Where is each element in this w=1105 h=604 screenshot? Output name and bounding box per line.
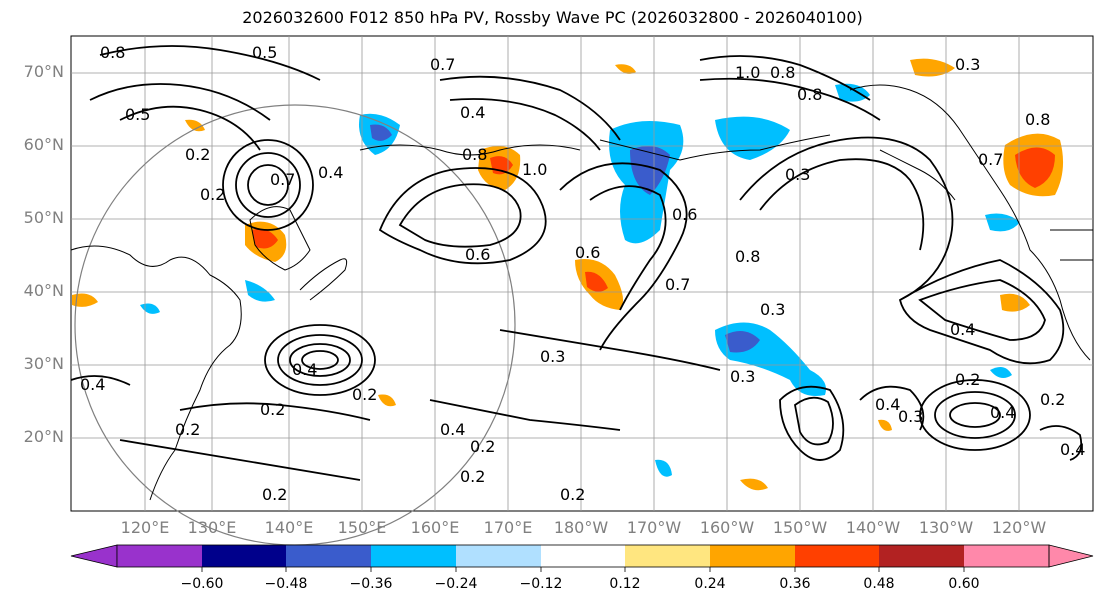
contour-label: 0.4	[460, 103, 485, 122]
colorbar-bin	[879, 545, 964, 567]
contour-label: 0.8	[1025, 110, 1050, 129]
colorbar-bin	[371, 545, 456, 567]
contour-label: 0.2	[352, 385, 377, 404]
lat-label-20n: 20°N	[23, 427, 64, 446]
colorbar-tick-label: −0.12	[519, 576, 563, 592]
lon-label: 160°W	[699, 518, 755, 537]
lon-label: 170°W	[626, 518, 682, 537]
colorbar-bin	[710, 545, 795, 567]
contour-labels: 0.8 0.5 0.7 0.5 0.4 0.2 0.2 0.7 0.4 0.8 …	[80, 43, 1085, 504]
lon-label: 180°W	[553, 518, 609, 537]
colorbar-tick-label: 0.24	[694, 576, 726, 592]
contour-label: 0.5	[125, 105, 150, 124]
colorbar-bin	[117, 545, 202, 567]
lon-label: 130°W	[918, 518, 974, 537]
colorbar-tick-label: −0.60	[180, 576, 224, 592]
contour-label: 0.8	[770, 63, 795, 82]
colorbar-tick-label: 0.48	[863, 576, 895, 592]
colorbar-bin	[202, 545, 286, 567]
contour-label: 0.2	[260, 400, 285, 419]
contour-label: 0.7	[978, 150, 1003, 169]
contour-label: 1.0	[522, 160, 547, 179]
colorbar-max-extend	[1048, 544, 1094, 568]
contour-label: 0.2	[200, 185, 225, 204]
contour-label: 0.6	[672, 205, 697, 224]
lon-label: 160°E	[410, 518, 460, 537]
lon-label: 140°E	[264, 518, 314, 537]
colorbar-tick-label: −0.24	[434, 576, 478, 592]
contour-label: 0.7	[430, 55, 455, 74]
lat-label-70n: 70°N	[23, 62, 64, 81]
contour-label: 0.6	[465, 245, 490, 264]
colorbar-tick-label: 0.36	[779, 576, 811, 592]
contour-label: 0.8	[735, 247, 760, 266]
pv-contours	[70, 45, 1083, 481]
contour-label: 0.2	[470, 437, 495, 456]
colorbar-tick-label: 0.12	[609, 576, 641, 592]
contour-label: 0.7	[665, 275, 690, 294]
lat-label-30n: 30°N	[23, 354, 64, 373]
contour-label: 0.2	[175, 420, 200, 439]
colorbar-bin	[625, 545, 710, 567]
lon-label: 120°W	[991, 518, 1047, 537]
colorbar-bin	[286, 545, 371, 567]
lon-label: 170°E	[483, 518, 533, 537]
colorbar-bin	[964, 545, 1049, 567]
graticule	[71, 36, 1093, 511]
contour-label: 0.4	[1060, 440, 1085, 459]
lon-label: 150°W	[772, 518, 828, 537]
contour-label: 0.3	[730, 367, 755, 386]
lon-label: 120°E	[120, 518, 170, 537]
colorbar-frame	[116, 544, 1050, 568]
lat-label-50n: 50°N	[23, 208, 64, 227]
contour-label: 0.4	[440, 420, 465, 439]
lon-label: 130°E	[187, 518, 237, 537]
contour-label: 0.8	[462, 145, 487, 164]
colorbar-min-extend	[70, 544, 118, 568]
contour-label: 0.2	[560, 485, 585, 504]
contour-label: 0.2	[262, 485, 287, 504]
lat-label-60n: 60°N	[23, 135, 64, 154]
colorbar	[70, 544, 1094, 572]
lon-label: 140°W	[845, 518, 901, 537]
lat-label-40n: 40°N	[23, 281, 64, 300]
colorbar-bin	[456, 545, 541, 567]
contour-label: 0.4	[318, 163, 343, 182]
colorbar-bin	[795, 545, 879, 567]
contour-label: 0.8	[100, 43, 125, 62]
lon-label: 150°E	[337, 518, 387, 537]
contour-label: 0.4	[875, 395, 900, 414]
contour-label: 0.2	[1040, 390, 1065, 409]
contour-label: 0.3	[760, 300, 785, 319]
contour-label: 0.2	[460, 467, 485, 486]
contour-label: 0.3	[955, 55, 980, 74]
pc-shading	[72, 58, 1064, 491]
contour-label: 0.2	[185, 145, 210, 164]
map-title: 2026032600 F012 850 hPa PV, Rossby Wave …	[242, 8, 863, 27]
contour-label: 0.4	[80, 375, 105, 394]
contour-label: 1.0	[735, 63, 760, 82]
contour-label: 0.8	[797, 85, 822, 104]
contour-label: 0.7	[270, 170, 295, 189]
colorbar-tick-label: 0.60	[948, 576, 980, 592]
coastlines	[70, 84, 1093, 501]
colorbar-tick-label: −0.48	[264, 576, 308, 592]
contour-label: 0.3	[898, 407, 923, 426]
contour-label: 0.4	[292, 360, 317, 379]
contour-label: 0.4	[990, 403, 1015, 422]
contour-label: 0.3	[785, 165, 810, 184]
contour-label: 0.5	[252, 43, 277, 62]
contour-label: 0.2	[955, 370, 980, 389]
map-frame	[70, 35, 1094, 512]
colorbar-tick-label: −0.36	[349, 576, 393, 592]
contour-label: 0.3	[540, 347, 565, 366]
contour-label: 0.4	[950, 320, 975, 339]
colorbar-bin	[541, 545, 625, 567]
contour-label: 0.6	[575, 243, 600, 262]
